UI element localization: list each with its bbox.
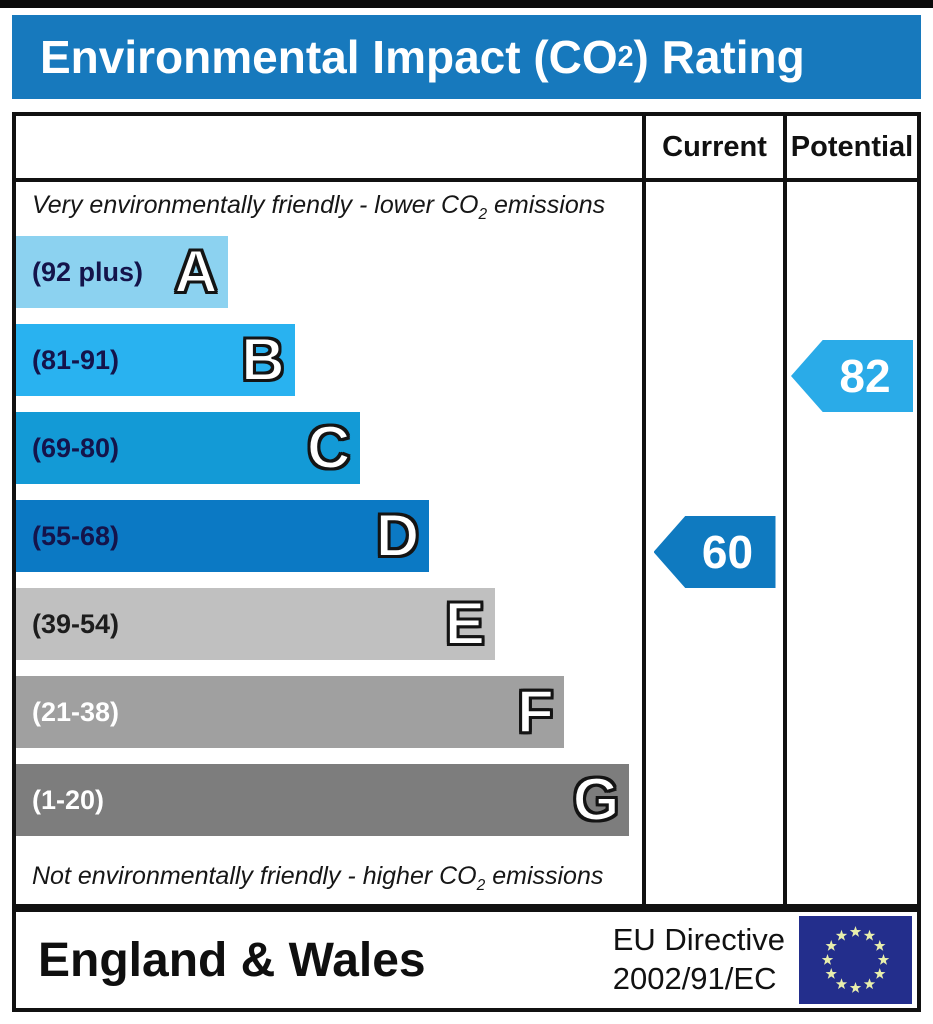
- bottom-note: Not environmentally friendly - higher CO…: [16, 852, 642, 904]
- band-bar: (81-91) B: [16, 324, 295, 396]
- band-row-C: (69-80) C: [16, 412, 642, 484]
- arrow-value: 82: [839, 350, 891, 402]
- band-row-D: (55-68) D: [16, 500, 642, 572]
- band-row-G: (1-20) G: [16, 764, 642, 836]
- band-row-A: (92 plus) A: [16, 236, 642, 308]
- band-letter: C: [306, 414, 351, 481]
- eu-directive-line2: 2002/91/EC: [612, 961, 777, 996]
- band-row-F: (21-38) F: [16, 676, 642, 748]
- top-note-subscript: 2: [478, 205, 488, 223]
- band-range-label: (21-38): [32, 696, 120, 727]
- band-row-E: (39-54) E: [16, 588, 642, 660]
- band-range-label: (39-54): [32, 608, 120, 639]
- page-title-subscript: 2: [617, 40, 634, 73]
- band-bar: (92 plus) A: [16, 236, 228, 308]
- table-header-row: Current Potential: [16, 116, 917, 182]
- region-label: England & Wales: [38, 933, 426, 987]
- top-note-suffix: emissions: [487, 190, 606, 219]
- band-letter: B: [240, 326, 285, 393]
- band-range-label: (69-80): [32, 432, 120, 463]
- page-title: Environmental Impact (CO 2) Rating: [12, 15, 921, 99]
- page-title-text: Environmental Impact (CO: [40, 31, 618, 83]
- band-bar: (55-68) D: [16, 500, 430, 572]
- band-range-label: (1-20): [32, 784, 105, 815]
- top-border-strip: [0, 0, 933, 8]
- potential-value-column: 82: [783, 182, 917, 904]
- header-spacer: [16, 116, 642, 178]
- band-range-label: (92 plus): [32, 256, 144, 287]
- band-letter: G: [572, 766, 621, 833]
- current-value-column: 60: [642, 182, 783, 904]
- top-note-text: Very environmentally friendly - lower CO: [32, 190, 479, 219]
- potential-column-header: Potential: [783, 116, 917, 178]
- band-letter: D: [375, 502, 420, 569]
- bottom-note-text: Not environmentally friendly - higher CO: [32, 861, 477, 890]
- band-range-label: (81-91): [32, 344, 120, 375]
- bands-column: Very environmentally friendly - lower CO…: [16, 182, 642, 904]
- rating-table: Current Potential Very environmentally f…: [12, 112, 921, 908]
- current-arrow: 60: [653, 516, 776, 588]
- band-bar: (39-54) E: [16, 588, 495, 660]
- band-letter: F: [516, 678, 555, 745]
- bands: (92 plus) A (81-91) B (69-80) C (55-68) …: [16, 232, 642, 852]
- table-body: Very environmentally friendly - lower CO…: [16, 182, 917, 904]
- arrow-value: 60: [701, 526, 754, 578]
- current-column-header: Current: [642, 116, 783, 178]
- band-row-B: (81-91) B: [16, 324, 642, 396]
- band-range-label: (55-68): [32, 520, 120, 551]
- page-title-suffix: ) Rating: [633, 31, 805, 83]
- bottom-note-suffix: emissions: [485, 861, 604, 890]
- band-bar: (69-80) C: [16, 412, 361, 484]
- footer: England & Wales EU Directive 2002/91/EC: [12, 908, 921, 1012]
- band-letter: A: [173, 238, 218, 305]
- band-letter: E: [444, 590, 486, 657]
- bottom-note-subscript: 2: [476, 876, 486, 894]
- band-bar: (1-20) G: [16, 764, 630, 836]
- potential-arrow: 82: [791, 340, 913, 412]
- top-note: Very environmentally friendly - lower CO…: [16, 182, 642, 232]
- eu-directive-label: EU Directive 2002/91/EC: [613, 921, 785, 999]
- eu-flag-icon: [799, 916, 912, 1004]
- band-bar: (21-38) F: [16, 676, 564, 748]
- eu-directive-line1: EU Directive: [612, 922, 785, 958]
